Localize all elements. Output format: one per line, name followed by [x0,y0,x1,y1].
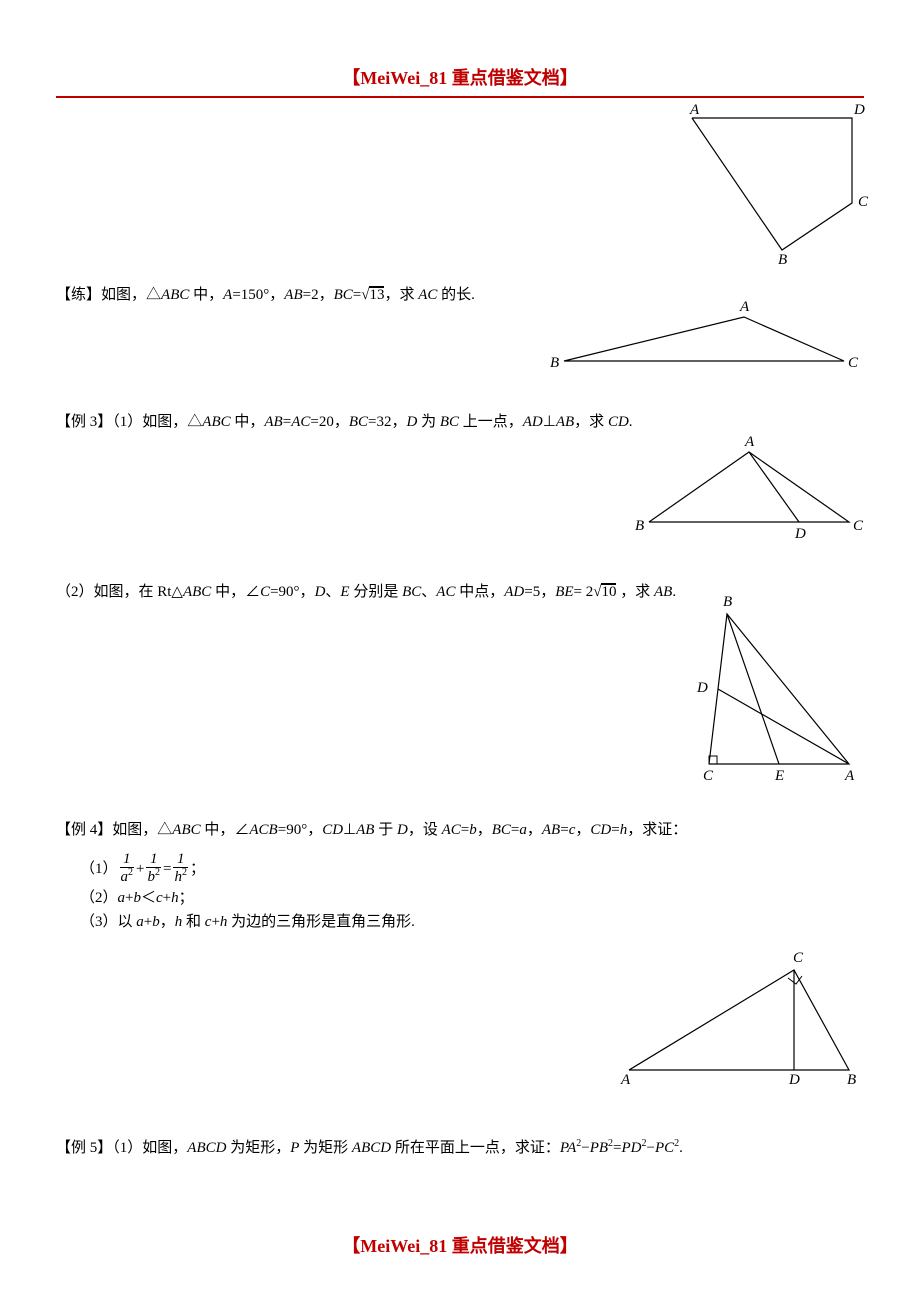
svg-text:B: B [550,355,559,371]
svg-text:B: B [723,594,732,610]
svg-text:C: C [853,518,864,534]
frac-1-a2: 1a2 [120,852,135,886]
figure-3-wrap: B A C D [56,452,864,552]
figure-5-wrap: A B C D [56,970,864,1100]
ex3-p1: 【例 3】（1）如图，△ABC 中，AB=AC=20，BC=32，D 为 BC … [56,410,864,434]
figure-1: A D C B [692,118,864,268]
figure-2-wrap: B A C [56,317,864,382]
frac-1-b2: 1b2 [146,852,161,886]
svg-text:B: B [847,1072,856,1088]
practice-tag: 【练】 [56,287,101,303]
ex5-tag: 【例 5】 [56,1140,112,1156]
figure-2: B A C [564,317,864,377]
figure-3: B A C D [649,452,864,547]
sqrt-10: √10 [593,580,616,604]
svg-text:E: E [774,768,784,784]
figure-4: C B A E D [709,614,864,789]
svg-text:A: A [739,299,750,315]
svg-text:C: C [858,194,869,210]
svg-text:C: C [793,950,804,966]
svg-text:C: C [848,355,859,371]
sqrt-13: √13 [361,283,384,307]
figure-4-wrap: C B A E D [56,614,864,794]
svg-text:B: B [635,518,644,534]
figure-1-wrap: A D C B [56,118,864,273]
svg-text:A: A [744,434,755,450]
svg-text:C: C [703,768,714,784]
ex4-intro: 【例 4】如图，△ABC 中，∠ACB=90°，CD⊥AB 于 D，设 AC=b… [56,818,864,842]
svg-text:D: D [788,1072,800,1088]
page-footer: 【MeiWei_81 重点借鉴文档】 [0,1232,920,1258]
ex4-item2: （2）a+b＜c+h； [56,886,864,910]
svg-text:D: D [696,680,708,696]
ex4-item1: （1） 1a2 + 1b2 = 1h2 ； [56,852,864,886]
svg-text:D: D [794,526,806,542]
svg-text:A: A [844,768,855,784]
ex3-tag: 【例 3】 [56,414,112,430]
svg-text:D: D [853,102,865,118]
figure-5: A B C D [629,970,864,1095]
ex5-body: 【例 5】（1）如图，ABCD 为矩形，P 为矩形 ABCD 所在平面上一点，求… [56,1136,864,1160]
ex4-item3: （3）以 a+b，h 和 c+h 为边的三角形是直角三角形. [56,910,864,934]
svg-text:B: B [778,252,787,268]
ex3-p2: （2）如图，在 Rt△ABC 中，∠C=90°，D、E 分别是 BC、AC 中点… [56,580,864,604]
header-rule [56,96,864,98]
page-header: 【MeiWei_81 重点借鉴文档】 [56,64,864,90]
ex4-tag: 【例 4】 [56,822,112,838]
frac-1-h2: 1h2 [173,852,188,886]
svg-text:A: A [689,102,700,118]
svg-text:A: A [620,1072,631,1088]
